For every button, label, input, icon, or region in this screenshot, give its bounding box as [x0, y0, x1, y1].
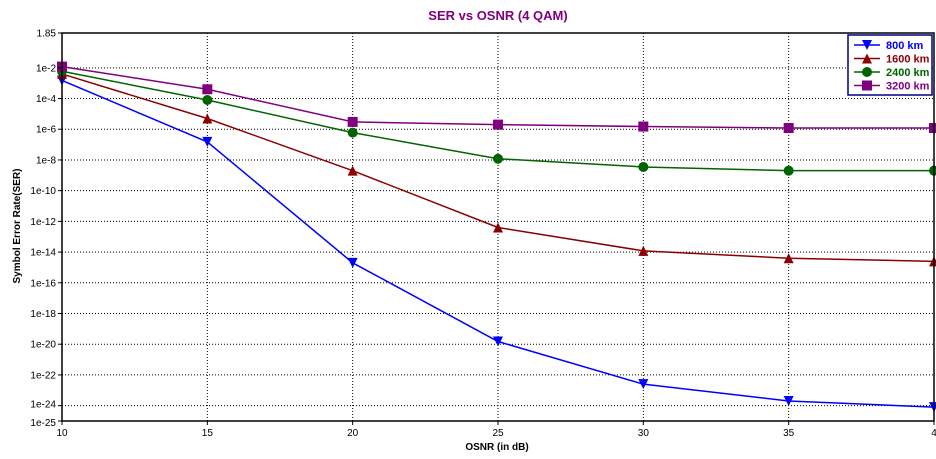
x-tick-label: 25 — [492, 428, 504, 439]
y-tick-label: 1e-20 — [30, 340, 56, 351]
data-point-marker — [493, 119, 503, 130]
y-tick-label: 1e-2 — [36, 63, 56, 74]
legend-marker — [862, 40, 872, 50]
y-tick-label: 1e-6 — [36, 125, 56, 136]
y-tick-label: 1e-24 — [30, 400, 56, 411]
y-tick-label: 1e-14 — [30, 248, 56, 259]
y-tick-label: 1e-18 — [30, 309, 56, 320]
series-3200-km — [57, 61, 936, 134]
x-tick-label: 15 — [202, 428, 214, 439]
legend-marker — [862, 80, 872, 91]
data-point-marker — [638, 161, 649, 172]
y-tick-label: 1e-16 — [30, 278, 56, 289]
data-point-marker — [347, 116, 358, 127]
series-layer — [57, 61, 936, 413]
data-point-marker — [493, 222, 503, 233]
legend-label: 1600 km — [886, 54, 930, 66]
x-tick-label: 4 — [931, 428, 936, 439]
legend-marker — [862, 53, 872, 64]
data-point-marker — [638, 245, 649, 256]
data-point-marker — [783, 165, 794, 176]
y-tick-label: 1.85 — [37, 29, 57, 40]
data-point-marker — [347, 257, 358, 268]
data-point-marker — [202, 136, 213, 147]
y-axis-ticks: 1.85 1e-2 1e-4 1e-6 1e-8 1e-10 1e-12 1e-14 1e-16… — [30, 29, 62, 429]
legend-label: 2400 km — [886, 67, 930, 79]
y-tick-label: 1e-4 — [36, 94, 56, 105]
data-point-marker — [783, 253, 794, 264]
y-tick-label: 1e-22 — [30, 370, 56, 381]
legend-label: 3200 km — [886, 81, 930, 93]
legend-marker — [862, 67, 872, 77]
y-tick-label: 1e-12 — [30, 217, 56, 228]
data-point-marker — [783, 123, 794, 134]
data-point-marker — [347, 165, 358, 176]
y-tick-label: 1e-10 — [30, 186, 56, 197]
y-axis-label: Symbol Error Rate(SER) — [12, 168, 23, 283]
data-point-marker — [202, 84, 213, 95]
data-point-marker — [202, 95, 213, 106]
x-tick-label: 30 — [638, 428, 650, 439]
x-tick-label: 10 — [56, 428, 68, 439]
data-point-marker — [783, 396, 794, 407]
x-axis-label: OSNR (in dB) — [465, 442, 528, 453]
legend-label: 800 km — [886, 40, 924, 52]
x-tick-label: 35 — [783, 428, 795, 439]
data-point-marker — [493, 336, 503, 347]
x-axis-ticks: 10 15 20 25 30 35 4 — [56, 421, 936, 439]
data-point-marker — [929, 165, 936, 176]
data-point-marker — [638, 379, 649, 390]
y-tick-label: 1e-8 — [36, 155, 56, 166]
data-point-marker — [493, 153, 503, 164]
y-tick-label: 1e-25 — [30, 418, 56, 429]
data-point-marker — [929, 123, 936, 134]
data-point-marker — [202, 113, 213, 124]
chart-title: SER vs OSNR (4 QAM) — [428, 8, 567, 23]
data-point-marker — [347, 127, 358, 138]
data-point-marker — [638, 121, 649, 132]
x-tick-label: 20 — [347, 428, 359, 439]
